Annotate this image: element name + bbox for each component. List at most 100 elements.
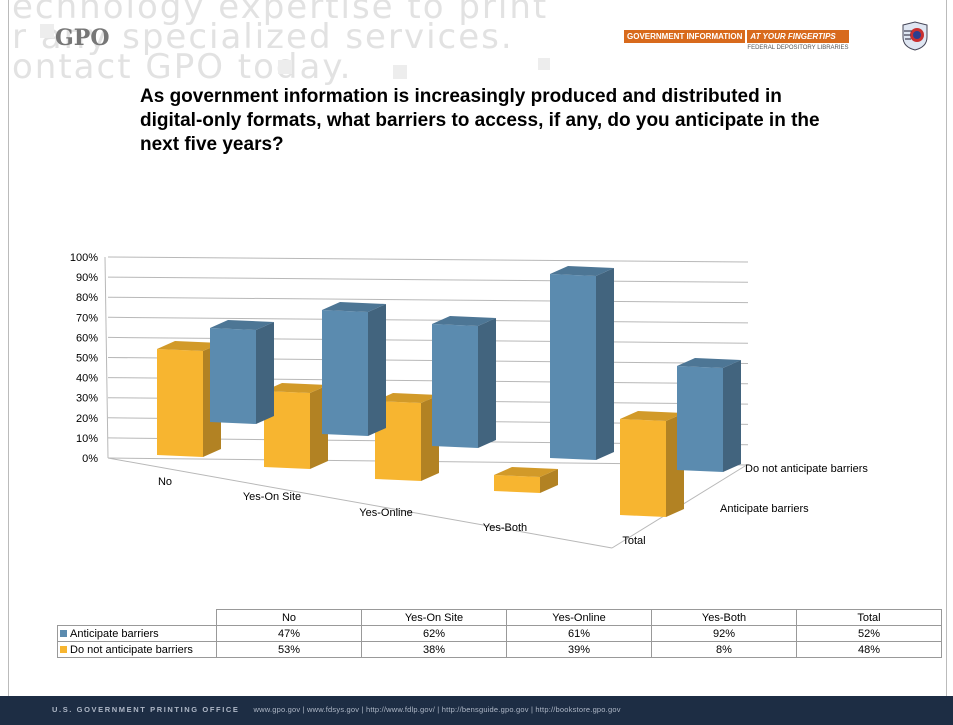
bar-front <box>210 328 256 424</box>
background-watermark-text: echnology expertise to print r any speci… <box>12 0 549 87</box>
bar-side <box>596 268 614 460</box>
bar-side <box>478 318 496 448</box>
table-cell: 38% <box>361 641 507 658</box>
3d-bar-chart: 0% 10% 20% 30% 40% 50% 60% 70% 80% 90% 100% No Yes-O… <box>70 252 868 549</box>
table-cell: 92% <box>651 625 797 642</box>
bar-top <box>494 467 558 477</box>
table-corner <box>58 610 217 626</box>
table-row-label: Anticipate barriers <box>57 625 217 642</box>
x-category-label: Total <box>622 535 645 547</box>
bar-front <box>375 401 421 481</box>
y-tick-label: 50% <box>76 353 98 365</box>
bar-front <box>677 366 723 472</box>
table-header-cell: Yes-Both <box>651 609 797 626</box>
table-cell: 39% <box>506 641 652 658</box>
legend-swatch-do-not <box>60 646 67 654</box>
table-header-cell: Yes-On Site <box>361 609 507 626</box>
bar-top <box>210 320 274 330</box>
bar-top <box>375 393 439 403</box>
bar-anticipate-4 <box>677 358 741 472</box>
y-tick-label: 100% <box>70 252 98 264</box>
bar-anticipate-3 <box>550 266 614 460</box>
table-cell: 62% <box>361 625 507 642</box>
table-cell: 48% <box>796 641 942 658</box>
y-tick-label: 0% <box>82 453 98 465</box>
bar-top <box>550 266 614 276</box>
bar-side <box>256 322 274 424</box>
chart-data-table: No Yes-On Site Yes-Online Yes-Both Total… <box>57 609 942 658</box>
y-tick-label: 80% <box>76 292 98 304</box>
axis-wall-edge <box>104 256 109 459</box>
bar-anticipate-2 <box>432 316 496 448</box>
floor-edge <box>107 457 613 549</box>
x-category-label: No <box>158 476 172 488</box>
table-cell: 8% <box>651 641 797 658</box>
table-header-cell: No <box>216 609 362 626</box>
bar-front <box>550 274 596 460</box>
table-row-label: Do not anticipate barriers <box>57 641 217 658</box>
y-tick-label: 20% <box>76 413 98 425</box>
table-cell: 52% <box>796 625 942 642</box>
badge-at-your-fingertips: AT YOUR FINGERTIPS <box>747 30 849 43</box>
bar-anticipate-0 <box>210 320 274 424</box>
gridline <box>107 276 749 283</box>
background-square <box>393 65 407 79</box>
bar-side <box>723 360 741 472</box>
bar-side <box>368 304 386 436</box>
bar-anticipate-1 <box>322 302 386 436</box>
bar-top <box>322 302 386 312</box>
y-tick-label: 90% <box>76 272 98 284</box>
y-tick-label: 70% <box>76 312 98 324</box>
legend-swatch-anticipate <box>60 630 67 638</box>
table-row: Anticipate barriers 47% 62% 61% 92% 52% <box>57 625 942 642</box>
y-tick-label: 10% <box>76 433 98 445</box>
fdlp-badge: GOVERNMENT INFORMATION AT YOUR FINGERTIP… <box>624 30 849 51</box>
bar-do-not-anticipate-4 <box>620 411 684 517</box>
depth-series-label: Anticipate barriers <box>720 503 809 515</box>
x-category-label: Yes-Online <box>359 507 412 519</box>
background-square <box>278 60 292 74</box>
depth-series-label: Do not anticipate barriers <box>745 463 868 475</box>
background-square <box>538 58 550 70</box>
bar-front <box>620 419 666 517</box>
bar-front <box>157 349 203 457</box>
gridline <box>107 256 749 263</box>
gpo-logo: GPO <box>55 25 110 51</box>
table-cell: 47% <box>216 625 362 642</box>
badge-fdl-subtitle: FEDERAL DEPOSITORY LIBRARIES <box>747 45 849 51</box>
y-tick-label: 60% <box>76 332 98 344</box>
footer-links: www.gpo.gov | www.fdsys.gov | http://www… <box>253 705 621 714</box>
bar-front <box>264 391 310 469</box>
bar-front <box>432 324 478 448</box>
bar-top <box>264 383 328 393</box>
table-cell: 53% <box>216 641 362 658</box>
bar-do-not-anticipate-0 <box>157 341 221 457</box>
footer-bar: U.S. GOVERNMENT PRINTING OFFICE www.gpo.g… <box>0 696 953 725</box>
y-tick-label: 40% <box>76 373 98 385</box>
footer-org-name: U.S. GOVERNMENT PRINTING OFFICE <box>52 705 240 714</box>
table-cell: 61% <box>506 625 652 642</box>
bar-do-not-anticipate-3 <box>494 467 558 493</box>
gridline <box>107 316 749 324</box>
table-header-cell: Yes-Online <box>506 609 652 626</box>
header-background: echnology expertise to print r any speci… <box>8 0 947 108</box>
bar-top <box>677 358 741 368</box>
badge-government-information: GOVERNMENT INFORMATION <box>624 30 746 43</box>
x-category-label: Yes-On Site <box>243 491 301 503</box>
slide-frame <box>8 0 947 696</box>
y-tick-label: 30% <box>76 393 98 405</box>
bar-top <box>432 316 496 326</box>
gridline <box>107 296 749 304</box>
bar-top <box>157 341 221 351</box>
bar-front <box>322 310 368 436</box>
background-square <box>40 24 54 38</box>
question-title: As government information is increasingl… <box>140 86 820 155</box>
bar-front <box>494 475 540 493</box>
footer-text: U.S. GOVERNMENT PRINTING OFFICE www.gpo.g… <box>52 705 621 714</box>
table-header-cell: Total <box>796 609 942 626</box>
bar-top <box>620 411 684 421</box>
table-row: Do not anticipate barriers 53% 38% 39% 8… <box>57 641 942 658</box>
table-header-row: No Yes-On Site Yes-Online Yes-Both Total <box>58 609 942 626</box>
eagle-seal-icon <box>902 21 928 51</box>
x-category-label: Yes-Both <box>483 522 527 534</box>
